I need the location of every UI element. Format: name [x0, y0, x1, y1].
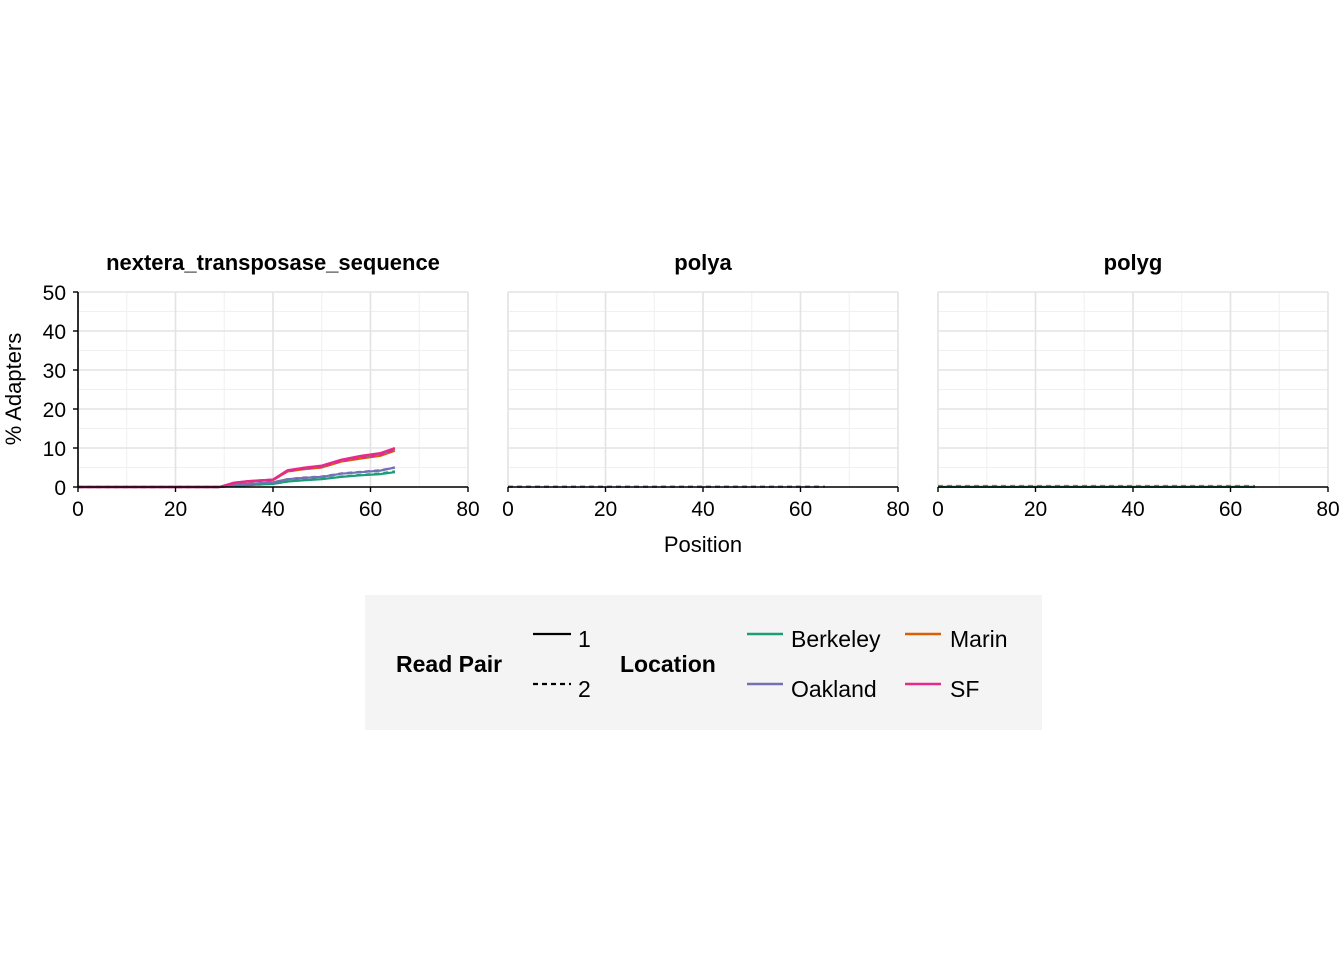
legend-label-berkeley: Berkeley	[791, 626, 881, 652]
y-tick-label: 20	[43, 399, 66, 422]
legend-label-read-pair-1: 1	[578, 626, 591, 652]
legend-label-oakland: Oakland	[791, 676, 877, 702]
x-tick-label: 40	[691, 498, 714, 521]
x-tick-label: 0	[72, 498, 84, 521]
legend-label-sf: SF	[950, 676, 980, 702]
legend-key-dashed-line	[533, 682, 571, 686]
legend: Read Pair 1 2 Location Berkeley Marin Oa…	[365, 595, 1042, 730]
x-axis-title: Position	[664, 532, 742, 557]
legend-label-marin: Marin	[950, 626, 1008, 652]
x-tick-label: 80	[1316, 498, 1339, 521]
y-tick-label: 50	[43, 282, 66, 305]
panel-title: polya	[674, 250, 732, 275]
legend-key-oakland	[747, 682, 783, 686]
legend-key-berkeley	[747, 632, 783, 636]
x-tick-label: 80	[886, 498, 909, 521]
x-tick-label: 60	[1219, 498, 1242, 521]
y-tick-label: 30	[43, 360, 66, 383]
legend-title-location: Location	[620, 651, 716, 677]
legend-key-solid-line	[533, 632, 571, 636]
x-tick-label: 40	[261, 498, 284, 521]
legend-title-read-pair: Read Pair	[396, 651, 503, 677]
panel-title: polyg	[1104, 250, 1163, 275]
y-tick-label: 10	[43, 438, 66, 461]
legend-key-marin	[905, 632, 941, 636]
x-tick-label: 60	[359, 498, 382, 521]
x-tick-label: 80	[456, 498, 479, 521]
x-tick-label: 0	[502, 498, 514, 521]
legend-label-read-pair-2: 2	[578, 676, 591, 702]
y-tick-label: 40	[43, 321, 66, 344]
y-tick-label: 0	[54, 477, 66, 500]
x-tick-label: 40	[1121, 498, 1144, 521]
y-axis-title: % Adapters	[1, 333, 26, 446]
x-tick-label: 0	[932, 498, 944, 521]
panel-title: nextera_transposase_sequence	[106, 250, 440, 275]
legend-key-sf	[905, 682, 941, 686]
x-tick-label: 60	[789, 498, 812, 521]
x-tick-label: 20	[594, 498, 617, 521]
x-tick-label: 20	[164, 498, 187, 521]
x-tick-label: 20	[1024, 498, 1047, 521]
